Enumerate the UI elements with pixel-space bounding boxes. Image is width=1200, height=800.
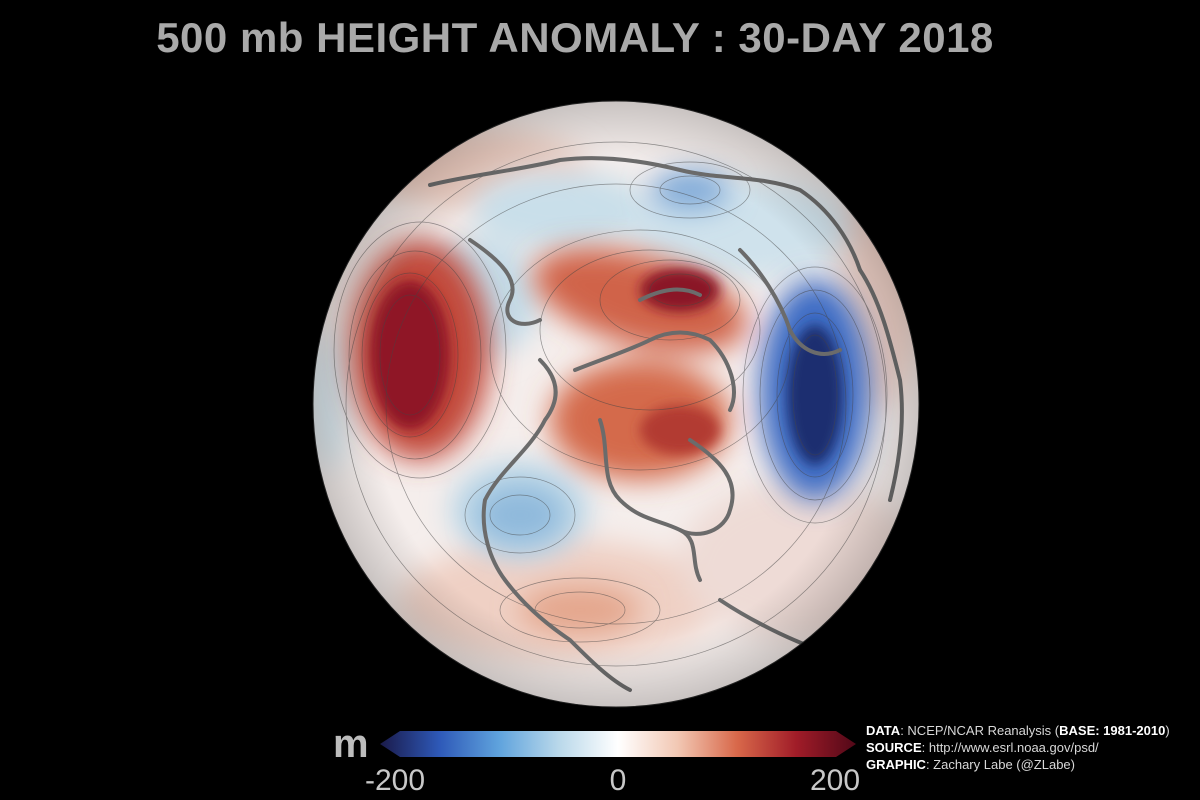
colorbar-unit: m <box>333 722 369 766</box>
colorbar-min-label: -200 <box>364 764 426 797</box>
colorbar-max-label: 200 <box>809 764 861 797</box>
colorbar <box>380 731 856 757</box>
colorbar-gradient <box>380 731 856 757</box>
credit-data: DATA: NCEP/NCAR Reanalysis (BASE: 1981-2… <box>866 723 1170 738</box>
colorbar-mid-label: 0 <box>609 764 627 797</box>
credit-source: SOURCE: http://www.esrl.noaa.gov/psd/ <box>866 740 1099 755</box>
anomaly-field <box>313 101 919 707</box>
credits: DATA: NCEP/NCAR Reanalysis (BASE: 1981-2… <box>866 722 1170 773</box>
credit-graphic: GRAPHIC: Zachary Labe (@ZLabe) <box>866 757 1075 772</box>
map-title: 500 mb HEIGHT ANOMALY : 30-DAY 2018 <box>156 14 994 61</box>
